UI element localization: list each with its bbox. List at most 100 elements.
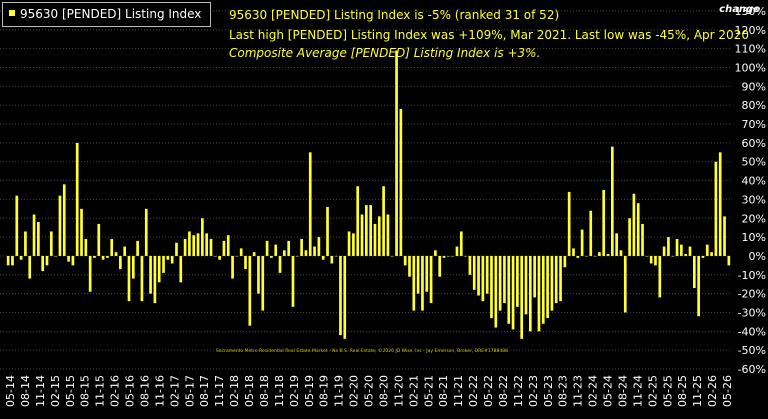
bar — [45, 255, 49, 266]
bar — [196, 233, 200, 256]
y-tick-label: 80% — [742, 99, 766, 112]
bar — [688, 246, 692, 256]
bar — [412, 255, 416, 311]
x-tick-label: 02-24 — [587, 375, 600, 407]
x-tick-label: 02-19 — [288, 375, 301, 407]
bar — [326, 206, 329, 256]
legend: 95630 [PENDED] Listing Index — [2, 2, 211, 27]
bar — [295, 255, 299, 257]
y-tick-label: -60% — [738, 363, 766, 376]
bar — [283, 250, 286, 256]
bar — [714, 161, 718, 256]
bar — [287, 240, 291, 256]
x-tick-label: 02-15 — [49, 375, 62, 407]
bar — [701, 255, 705, 258]
bar — [352, 233, 355, 256]
bar — [399, 108, 403, 256]
x-tick-label: 05-22 — [482, 375, 495, 407]
x-tick-label: 08-23 — [557, 375, 570, 407]
bar — [641, 223, 644, 256]
bar — [62, 184, 66, 256]
gridlines — [0, 10, 731, 370]
bar — [710, 252, 713, 256]
x-tick-label: 11-18 — [273, 375, 286, 407]
y-tick-label: 90% — [742, 80, 766, 93]
bar — [377, 216, 381, 256]
x-tick-label: 08-14 — [19, 375, 32, 407]
bar — [308, 152, 312, 256]
y-tick-label: -50% — [738, 344, 766, 357]
bar — [80, 208, 83, 256]
annotation-current-rank: 95630 [PENDED] Listing Index is -5% (ran… — [229, 8, 560, 22]
bar — [408, 255, 411, 277]
bar — [546, 255, 549, 319]
bar — [602, 190, 606, 256]
bar — [559, 255, 562, 302]
annotation-composite-average: Composite Average [PENDED] Listing Index… — [229, 46, 541, 60]
bar — [71, 255, 75, 266]
bar — [447, 255, 450, 257]
bar — [541, 255, 545, 324]
x-tick-label: 02-20 — [348, 375, 361, 407]
legend-label: 95630 [PENDED] Listing Index — [20, 7, 202, 21]
bar — [32, 214, 36, 256]
y-tick-label: 120% — [735, 24, 766, 37]
x-tick-label: 02-23 — [527, 375, 540, 407]
y-tick-label: 20% — [742, 212, 766, 225]
bar — [244, 255, 247, 270]
bar — [88, 255, 92, 292]
bar — [144, 208, 148, 256]
bar — [93, 255, 96, 258]
bar — [192, 235, 196, 256]
x-tick-label: 11-16 — [153, 375, 166, 407]
bar — [11, 255, 14, 266]
bar — [149, 255, 152, 294]
bar — [503, 255, 506, 304]
bar — [606, 254, 610, 256]
bar — [356, 186, 360, 256]
bar — [54, 255, 57, 257]
bar — [6, 255, 10, 266]
bar — [153, 255, 157, 304]
bar — [524, 255, 528, 315]
bar — [162, 255, 165, 273]
bar — [589, 210, 593, 256]
bar — [183, 238, 187, 256]
bar — [175, 242, 178, 256]
bar — [270, 255, 273, 258]
y-tick-label: -40% — [738, 325, 766, 338]
bar — [662, 246, 666, 256]
bar — [106, 255, 109, 258]
bar — [226, 235, 230, 256]
bar — [313, 246, 316, 256]
bar — [403, 255, 407, 266]
bar — [658, 255, 662, 298]
bars — [6, 50, 731, 339]
bar — [248, 255, 252, 326]
x-tick-label: 08-24 — [616, 375, 629, 407]
x-tick-label: 05-18 — [243, 375, 256, 407]
bar — [58, 195, 62, 256]
y-tick-label: 70% — [742, 118, 766, 131]
y-tick-label: 0% — [749, 250, 766, 263]
bar — [537, 255, 541, 332]
bar — [697, 255, 700, 317]
bar — [615, 233, 618, 256]
bar — [41, 255, 45, 272]
bar — [119, 255, 122, 270]
bar — [49, 231, 53, 256]
legend-swatch — [9, 10, 15, 16]
bar — [554, 255, 558, 304]
x-tick-label: 02-17 — [168, 375, 181, 407]
bar — [623, 255, 627, 313]
bar — [416, 255, 420, 294]
bar — [127, 255, 131, 302]
y-tick-label: 40% — [742, 175, 766, 188]
bar — [680, 244, 683, 256]
bar — [114, 252, 118, 256]
bar — [235, 255, 239, 257]
y-tick-label: 100% — [735, 62, 766, 75]
bar — [252, 252, 256, 256]
bar — [464, 255, 467, 257]
bar — [563, 255, 567, 268]
